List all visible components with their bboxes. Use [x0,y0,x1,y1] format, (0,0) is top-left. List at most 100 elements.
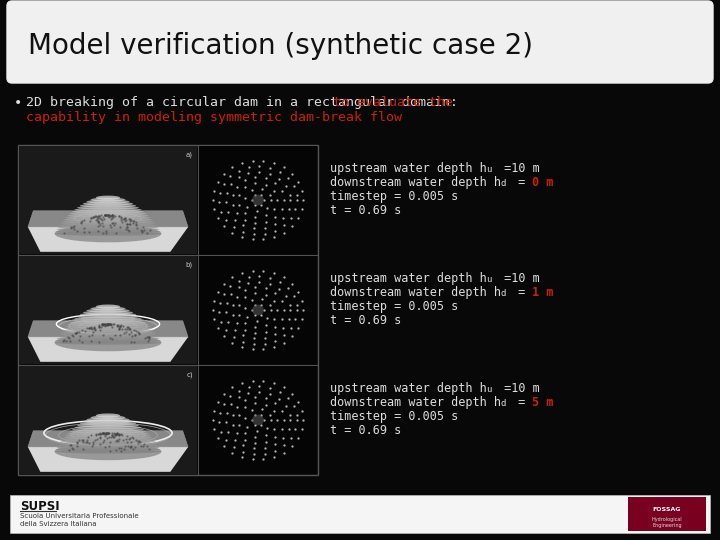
Ellipse shape [72,210,144,214]
Ellipse shape [80,204,136,208]
Text: timestep = 0.005 s: timestep = 0.005 s [330,300,458,313]
Bar [19,366,197,474]
Text: u: u [486,165,492,173]
Text: t = 0.69 s: t = 0.69 s [330,314,401,327]
Ellipse shape [96,414,120,417]
Bar [628,497,706,531]
Text: Hydrological
Engineering: Hydrological Engineering [652,517,683,528]
Text: d: d [500,288,505,298]
Ellipse shape [86,200,130,204]
Text: =10 m: =10 m [497,162,539,175]
Ellipse shape [64,435,152,440]
Text: downstream water depth h: downstream water depth h [330,286,501,299]
Ellipse shape [70,321,146,325]
Ellipse shape [62,437,154,442]
Ellipse shape [66,215,150,220]
Text: timestep = 0.005 s: timestep = 0.005 s [330,190,458,203]
Ellipse shape [57,446,159,450]
Text: 1 m: 1 m [532,286,554,299]
Text: upstream water depth h: upstream water depth h [330,382,487,395]
Ellipse shape [55,225,161,242]
Bar [19,256,197,364]
Text: capability in modeling symmetric dam-break flow: capability in modeling symmetric dam-bre… [26,111,402,124]
Ellipse shape [59,333,157,336]
Ellipse shape [57,228,159,232]
Text: Scuola Universitaria Professionale: Scuola Universitaria Professionale [20,513,139,519]
Text: t = 0.69 s: t = 0.69 s [330,424,401,437]
Ellipse shape [57,336,159,341]
Bar [10,495,710,533]
FancyBboxPatch shape [7,1,713,83]
Ellipse shape [252,194,264,205]
Ellipse shape [62,328,154,333]
Ellipse shape [64,218,152,222]
Text: =: = [511,396,532,409]
Text: =10 m: =10 m [497,272,539,285]
Ellipse shape [83,310,133,315]
Text: 0 m: 0 m [532,176,554,189]
Ellipse shape [60,330,156,335]
Ellipse shape [91,415,125,420]
Ellipse shape [83,201,133,206]
Text: u: u [486,274,492,284]
Text: downstream water depth h: downstream water depth h [330,176,501,189]
Ellipse shape [66,434,150,437]
Text: d: d [500,179,505,187]
Text: upstream water depth h: upstream water depth h [330,162,487,175]
Polygon shape [28,431,188,447]
Text: =: = [511,286,532,299]
Ellipse shape [86,417,130,422]
Bar [18,145,318,475]
Ellipse shape [91,307,125,310]
Ellipse shape [80,313,136,316]
Ellipse shape [58,443,158,448]
Ellipse shape [252,305,264,315]
Ellipse shape [55,443,161,460]
Ellipse shape [64,327,152,330]
Ellipse shape [96,305,120,309]
Bar [199,366,317,474]
Ellipse shape [72,428,144,431]
Text: b): b) [186,261,193,267]
Ellipse shape [70,429,146,434]
Ellipse shape [55,339,161,343]
Text: c): c) [186,371,193,377]
Ellipse shape [80,421,136,426]
Ellipse shape [55,232,161,236]
Text: d: d [500,399,505,408]
Ellipse shape [252,415,264,426]
Ellipse shape [55,334,161,351]
Polygon shape [28,337,188,362]
Polygon shape [28,211,188,227]
Ellipse shape [55,449,161,454]
Ellipse shape [91,198,125,202]
Text: downstream water depth h: downstream water depth h [330,396,501,409]
Ellipse shape [55,341,161,345]
Ellipse shape [74,426,142,430]
Ellipse shape [62,220,154,224]
Polygon shape [28,447,188,472]
Text: a): a) [186,151,193,158]
Text: FOSSAG: FOSSAG [653,507,681,512]
Polygon shape [28,227,188,252]
Text: 5 m: 5 m [532,396,554,409]
Ellipse shape [74,207,142,212]
Polygon shape [28,321,188,337]
Ellipse shape [55,448,161,451]
Ellipse shape [70,212,146,216]
Ellipse shape [77,423,139,428]
Ellipse shape [96,195,120,200]
Text: u: u [486,384,492,394]
Text: =: = [511,176,532,189]
Bar [19,146,197,254]
Ellipse shape [83,420,133,423]
Text: •: • [14,96,22,110]
Ellipse shape [66,325,150,329]
Bar [199,256,317,364]
Ellipse shape [60,440,156,443]
Text: to evaluate the: to evaluate the [333,96,453,109]
Ellipse shape [68,431,148,436]
Text: timestep = 0.005 s: timestep = 0.005 s [330,410,458,423]
Text: t = 0.69 s: t = 0.69 s [330,204,401,217]
Text: Model verification (synthetic case 2): Model verification (synthetic case 2) [28,32,533,60]
